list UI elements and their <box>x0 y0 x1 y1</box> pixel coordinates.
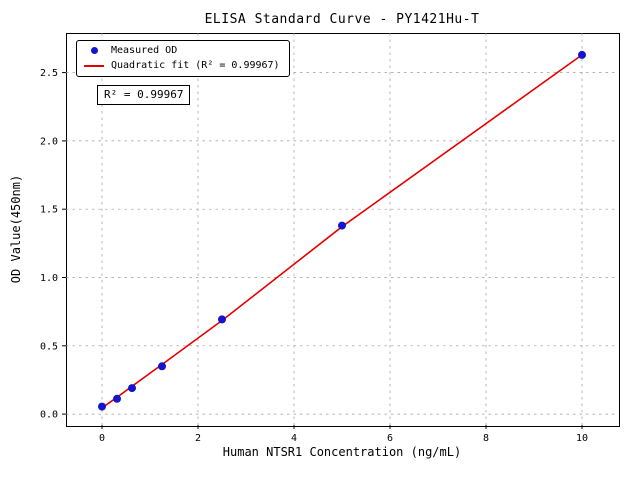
y-tick-label: 0.0 <box>40 410 58 421</box>
legend-marker-area <box>84 64 104 67</box>
x-tick-label: 0 <box>99 433 105 444</box>
scatter-marker-icon <box>90 47 98 54</box>
legend-item-measured-od: Measured OD <box>84 45 280 56</box>
x-tick-label: 4 <box>291 433 297 444</box>
chart-title: ELISA Standard Curve - PY1421Hu-T <box>204 12 480 27</box>
line-marker-icon <box>84 64 104 67</box>
x-tick-label: 8 <box>483 433 489 444</box>
data-point <box>113 394 121 403</box>
plot-svg: 0 2 4 6 8 10 0.0 0.5 1.0 1.5 2.0 2.5 <box>40 33 618 444</box>
data-point <box>158 362 166 371</box>
data-point <box>98 402 106 411</box>
data-point <box>578 50 586 59</box>
y-tick-label: 2.5 <box>40 68 58 79</box>
legend-item-quadratic-fit: Quadratic fit (R² = 0.99967) <box>84 60 280 71</box>
data-point <box>338 221 346 230</box>
legend-label-quadratic-fit: Quadratic fit (R² = 0.99967) <box>111 60 280 71</box>
x-tick-label: 6 <box>387 433 393 444</box>
fit-line <box>101 54 583 409</box>
y-tick-label: 1.5 <box>40 205 58 216</box>
y-tick-label: 0.5 <box>40 341 58 352</box>
r-squared-annotation: R² = 0.99967 <box>97 85 191 105</box>
y-tick-label: 1.0 <box>40 273 58 284</box>
legend-marker-area <box>84 47 104 54</box>
x-axis-label: Human NTSR1 Concentration (ng/mL) <box>222 445 462 459</box>
y-tick-label: 2.0 <box>40 136 58 147</box>
y-axis-label: OD Value(450nm) <box>9 174 23 284</box>
data-point <box>218 315 226 324</box>
legend: Measured OD Quadratic fit (R² = 0.99967) <box>76 40 290 77</box>
legend-label-measured-od: Measured OD <box>111 45 178 56</box>
data-point <box>128 384 136 393</box>
x-tick-label: 2 <box>195 433 201 444</box>
x-tick-label: 10 <box>576 433 588 444</box>
